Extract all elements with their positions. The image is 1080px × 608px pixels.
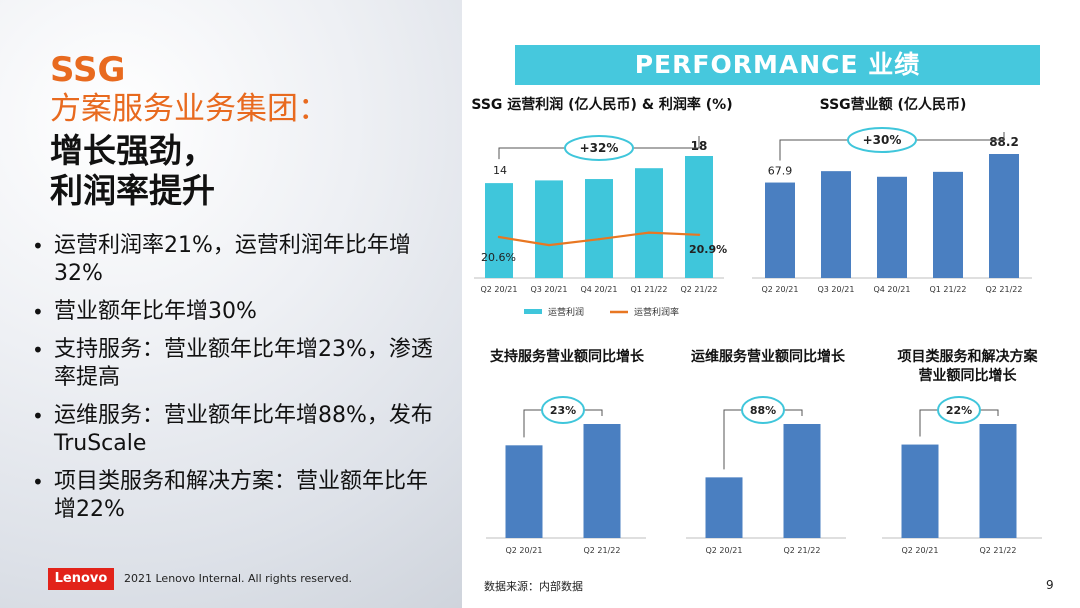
bar-operating-profit <box>485 183 513 278</box>
growth-bubble <box>741 396 785 424</box>
bar-growth <box>505 445 543 538</box>
chart-title-project-solutions: 项目类服务和解决方案 营业额同比增长 <box>860 348 1075 386</box>
growth-label: +30% <box>863 133 902 147</box>
data-label-last-bar: 88.2 <box>989 135 1019 149</box>
bar-revenue <box>877 176 907 278</box>
growth-bubble <box>937 396 981 424</box>
data-label-first-margin: 20.6% <box>481 251 516 264</box>
source-note: 数据来源：内部数据 <box>484 580 583 593</box>
data-label-last-margin: 20.9% <box>689 243 727 256</box>
operating-profit-chart: Q2 20/21 Q3 20/21 Q4 20/21 Q1 21/22 Q2 21/22… <box>474 135 727 318</box>
x-tick-label: Q2 20/21 <box>481 285 518 294</box>
chart-title-line: 项目类服务和解决方案 <box>897 349 1038 365</box>
title-ssg: SSG <box>50 50 126 90</box>
bar-growth <box>783 424 821 538</box>
growth-bubble <box>847 127 917 153</box>
title-growth: 增长强劲， <box>50 131 215 170</box>
bullet-list: 运营利润率21%，运营利润年比年增32% 营业额年比年增30% 支持服务：营业额… <box>28 232 448 534</box>
data-label-first-bar: 67.9 <box>768 165 793 178</box>
chart-title-support-services: 支持服务营业额同比增长 <box>490 349 644 365</box>
bar-growth <box>583 424 621 538</box>
x-tick-label: Q1 21/22 <box>930 285 967 294</box>
point-operating-margin <box>697 233 701 237</box>
bar-revenue <box>765 182 795 278</box>
page-number: 9 <box>1046 578 1054 592</box>
x-tick-label: Q4 20/21 <box>581 285 618 294</box>
bar-revenue <box>933 171 963 278</box>
bar-operating-profit <box>635 168 663 278</box>
data-label-first-bar: 14 <box>493 164 507 177</box>
point-operating-margin <box>497 235 501 239</box>
chart-title-revenue: SSG营业额 (亿人民币) <box>819 97 967 113</box>
point-operating-margin <box>597 238 601 241</box>
bar-revenue <box>821 171 851 278</box>
legend-swatch-bar <box>524 309 542 314</box>
project-solutions-chart: Q2 20/21 Q2 21/22 22% <box>882 396 1042 555</box>
bullet-item: 项目类服务和解决方案：营业额年比年增22% <box>28 468 448 524</box>
x-tick-label: Q2 21/22 <box>584 546 621 555</box>
bar-operating-profit <box>535 180 563 278</box>
growth-label: +32% <box>580 141 619 155</box>
x-tick-label: Q2 20/21 <box>706 546 743 555</box>
legend-label: 运营利润率 <box>634 306 679 318</box>
banner-title: PERFORMANCE 业绩 <box>634 50 921 79</box>
bar-growth <box>705 477 743 538</box>
bullet-item: 营业额年比年增30% <box>28 298 448 326</box>
x-tick-label: Q4 20/21 <box>874 285 911 294</box>
revenue-chart: Q2 20/21 Q3 20/21 Q4 20/21 Q1 21/22 Q2 21/22… <box>752 127 1032 294</box>
performance-banner: PERFORMANCE 业绩 <box>515 45 1040 85</box>
bar-revenue <box>989 154 1019 278</box>
x-tick-label: Q2 21/22 <box>986 285 1023 294</box>
bullet-item: 运维服务：营业额年比年增88%，发布 TruScale <box>28 402 448 458</box>
chart-title-line: 营业额同比增长 <box>918 368 1017 384</box>
left-panel: SSG 方案服务业务集团： 增长强劲， 利润率提升 运营利润率21%，运营利润年… <box>0 0 462 608</box>
x-tick-label: Q2 21/22 <box>681 285 718 294</box>
point-operating-margin <box>547 243 551 247</box>
lenovo-logo: Lenovo <box>48 568 114 590</box>
growth-bubble <box>541 396 585 424</box>
support-services-chart: Q2 20/21 Q2 21/22 23% <box>486 396 646 555</box>
growth-label: 22% <box>946 404 972 417</box>
x-tick-label: Q3 20/21 <box>531 285 568 294</box>
x-tick-label: Q2 20/21 <box>902 546 939 555</box>
bar-operating-profit <box>585 179 613 278</box>
growth-label: 88% <box>750 404 776 417</box>
bullet-item: 支持服务：营业额年比年增23%，渗透率提高 <box>28 336 448 392</box>
x-tick-label: Q2 20/21 <box>762 285 799 294</box>
chart-title-operating-profit: SSG 运营利润 (亿人民币) & 利润率 (%) <box>471 97 733 113</box>
x-tick-label: Q3 20/21 <box>818 285 855 294</box>
copyright-text: 2021 Lenovo Internal. All rights reserve… <box>124 572 353 585</box>
bar-operating-profit <box>685 156 713 278</box>
legend-label: 运营利润 <box>548 306 584 318</box>
chart-title-maintenance-services: 运维服务营业额同比增长 <box>691 349 845 365</box>
title-margin: 利润率提升 <box>50 171 215 210</box>
bar-growth <box>979 424 1017 538</box>
x-tick-label: Q2 21/22 <box>980 546 1017 555</box>
growth-bubble <box>564 135 634 161</box>
bullet-item: 运营利润率21%，运营利润年比年增32% <box>28 232 448 288</box>
title-group-name: 方案服务业务集团： <box>50 91 329 127</box>
x-tick-label: Q1 21/22 <box>631 285 668 294</box>
maintenance-services-chart: Q2 20/21 Q2 21/22 88% <box>686 396 846 555</box>
bar-growth <box>901 444 939 538</box>
point-operating-margin <box>647 231 651 234</box>
x-tick-label: Q2 20/21 <box>506 546 543 555</box>
growth-label: 23% <box>550 404 576 417</box>
x-tick-label: Q2 21/22 <box>784 546 821 555</box>
